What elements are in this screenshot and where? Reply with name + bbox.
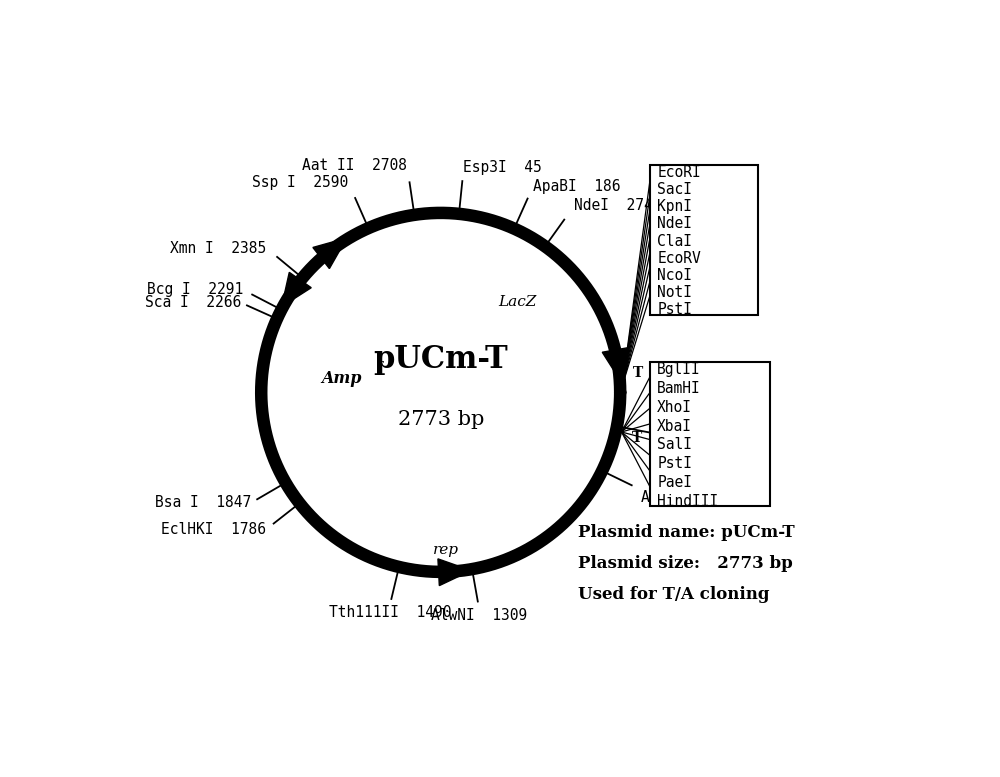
- Text: T: T: [633, 366, 643, 380]
- Text: Used for T/A cloning: Used for T/A cloning: [578, 586, 770, 603]
- Text: AlwNI  1309: AlwNI 1309: [431, 608, 527, 623]
- Text: ClaI: ClaI: [657, 234, 692, 249]
- Text: EcoRI: EcoRI: [657, 165, 701, 179]
- Text: pUCm-T: pUCm-T: [373, 344, 508, 375]
- Text: NdeI  274: NdeI 274: [574, 198, 653, 213]
- Text: XhoI: XhoI: [657, 399, 692, 415]
- Polygon shape: [313, 238, 347, 269]
- Text: Afl III  893: Afl III 893: [641, 490, 746, 505]
- Text: Amp: Amp: [322, 370, 362, 386]
- Text: Bsa I  1847: Bsa I 1847: [155, 495, 251, 510]
- Bar: [650, 165, 758, 315]
- Text: KpnI: KpnI: [657, 199, 692, 214]
- Text: NotI: NotI: [657, 285, 692, 300]
- Bar: [650, 362, 770, 506]
- Text: SalI: SalI: [657, 437, 692, 452]
- Text: NcoI: NcoI: [657, 268, 692, 283]
- Text: Xmn I  2385: Xmn I 2385: [170, 241, 267, 256]
- Text: Plasmid size:   2773 bp: Plasmid size: 2773 bp: [578, 555, 793, 572]
- Text: r: r: [376, 358, 382, 371]
- Text: EcoRV: EcoRV: [657, 251, 701, 266]
- Text: EclHKI  1786: EclHKI 1786: [161, 522, 266, 538]
- Text: T: T: [632, 430, 642, 444]
- Polygon shape: [602, 347, 629, 382]
- Text: ApaBI  186: ApaBI 186: [533, 179, 621, 193]
- Text: Esp3I  45: Esp3I 45: [463, 159, 542, 175]
- Text: SacI: SacI: [657, 182, 692, 197]
- Text: BglII: BglII: [657, 362, 701, 377]
- Text: BamHI: BamHI: [657, 381, 701, 396]
- Text: Sca I  2266: Sca I 2266: [145, 295, 241, 310]
- Polygon shape: [282, 273, 311, 307]
- Text: PstI: PstI: [657, 302, 692, 317]
- Polygon shape: [438, 559, 471, 586]
- Text: HindIII: HindIII: [657, 493, 719, 509]
- Text: 2773 bp: 2773 bp: [398, 409, 484, 429]
- Text: PstI: PstI: [657, 456, 692, 471]
- Text: Sap I  777: Sap I 777: [659, 434, 747, 449]
- Text: PaeI: PaeI: [657, 475, 692, 490]
- Text: Plasmid name: pUCm-T: Plasmid name: pUCm-T: [578, 524, 795, 541]
- Text: LacZ: LacZ: [498, 295, 537, 309]
- Text: Tth111II  1490: Tth111II 1490: [329, 605, 451, 620]
- Text: rep: rep: [433, 542, 459, 557]
- Text: XbaI: XbaI: [657, 419, 692, 434]
- Text: Ssp I  2590: Ssp I 2590: [252, 175, 348, 190]
- Text: Bcg I  2291: Bcg I 2291: [147, 282, 243, 298]
- Text: NdeI: NdeI: [657, 216, 692, 232]
- Text: Aat II  2708: Aat II 2708: [302, 158, 407, 172]
